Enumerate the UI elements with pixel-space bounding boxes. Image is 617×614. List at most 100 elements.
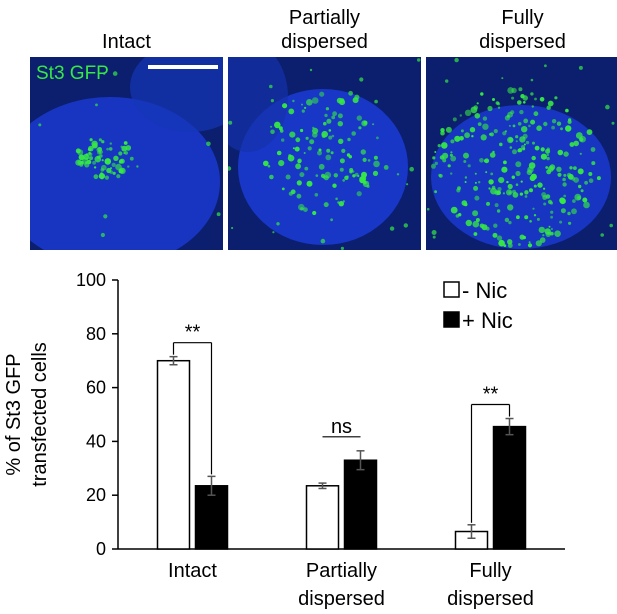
gfp-speck [516,215,520,220]
y-tick-label: 0 [96,539,106,559]
gfp-speck [536,217,540,221]
gfp-speck [263,160,269,167]
x-tick-label: Intact [168,560,217,582]
gfp-speck [445,126,452,133]
gfp-speck [106,147,109,151]
gfp-speck [588,172,593,176]
gfp-speck [92,160,96,165]
gfp-speck [524,190,529,195]
panel-title-fully-dispersed: Fully dispersed [479,7,566,53]
gfp-speck [455,214,460,218]
gfp-speck [354,94,360,100]
gfp-speck [267,164,271,168]
gfp-speck [118,151,123,156]
gfp-speck [372,123,375,126]
gfp-speck [512,124,516,128]
gfp-speck [578,65,583,70]
gfp-speck [309,68,313,72]
gfp-speck [515,170,521,177]
gfp-speck [113,155,119,161]
gfp-speck [272,231,275,234]
gfp-speck [537,182,543,188]
gfp-speck [338,201,344,207]
gfp-speck [523,143,526,146]
gfp-speck [540,147,545,152]
gfp-speck [538,226,545,234]
gfp-speck [559,220,563,224]
gfp-speck [548,225,551,228]
gfp-speck [325,107,329,111]
gfp-speck [278,160,285,167]
gfp-speck [539,97,545,102]
micrograph-fully-dispersed [426,57,617,250]
gfp-speck [481,224,488,231]
gfp-speck [533,111,539,117]
gfp-speck [289,131,296,138]
gfp-speck [129,156,134,161]
gfp-speck [545,166,549,169]
gfp-speck [567,211,571,216]
gfp-speck [580,189,584,193]
gfp-speck [547,100,554,107]
gfp-speck [328,135,333,140]
gfp-speck [520,94,525,99]
gfp-speck [535,240,542,247]
gfp-speck [494,190,500,196]
gfp-speck [546,156,550,161]
gfp-speck [504,115,510,121]
gfp-speck [544,64,547,68]
significance-label: ** [483,384,499,406]
gfp-speck [519,192,523,196]
gfp-speck [450,155,457,162]
gfp-speck [270,99,274,103]
gfp-speck [508,124,511,127]
bar-plus-nic [194,485,229,550]
gfp-speck [383,165,389,170]
gfp-speck [522,147,526,151]
gfp-speck [216,212,221,217]
gfp-speck [532,141,535,145]
gfp-speck [121,145,128,152]
gfp-speck [276,150,282,156]
gfp-speck [524,195,528,198]
gfp-speck [112,171,116,175]
gfp-speck [88,152,93,157]
gfp-speck [317,150,322,156]
gfp-speck [515,183,519,186]
gfp-speck [93,174,99,180]
gfp-speck [439,155,445,160]
y-tick-label: 80 [86,324,106,344]
gfp-speck [504,130,507,133]
gfp-speck [528,162,536,169]
gfp-speck [554,96,558,100]
gfp-speck [417,58,421,62]
gfp-speck [282,103,288,109]
gfp-speck [518,243,521,246]
gfp-speck [320,173,326,178]
gfp-speck [348,90,353,96]
gfp-speck [323,202,329,208]
gfp-speck [449,153,453,157]
gfp-speck [476,102,479,105]
gfp-speck [551,125,555,130]
gfp-speck [474,181,477,184]
gfp-speck [340,246,344,250]
gfp-speck [517,100,522,105]
gfp-speck [338,138,344,144]
gfp-speck [534,97,537,101]
gfp-speck [335,197,338,201]
gfp-speck [554,230,561,237]
gfp-speck [118,168,124,174]
gfp-speck [94,155,102,163]
bar-plus-nic [343,459,378,550]
gfp-speck [124,151,128,155]
gfp-speck [358,126,362,130]
gfp-speck [389,226,395,231]
gfp-speck [557,149,564,156]
gfp-speck [515,135,519,139]
gfp-speck [269,84,273,89]
gfp-speck [454,135,461,142]
gfp-speck [551,119,557,124]
gfp-speck [583,201,590,209]
gfp-speck [497,106,501,109]
